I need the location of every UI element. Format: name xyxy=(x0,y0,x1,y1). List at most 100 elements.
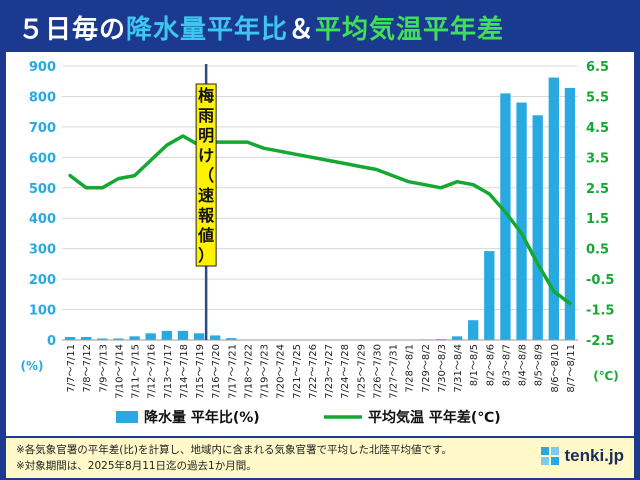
x-tick-label: 7/22～7/26 xyxy=(308,344,319,399)
rainy-season-end-label-char: 報 xyxy=(198,206,215,225)
line-point xyxy=(311,156,313,159)
line-point xyxy=(424,183,426,186)
line-point xyxy=(440,186,442,189)
line-point xyxy=(472,183,474,186)
legend-bar-swatch xyxy=(116,411,138,423)
y-left-tick-label: 600 xyxy=(29,151,56,166)
brand-name: tenki.jp xyxy=(564,446,624,465)
footnote-2: ※対象期間は、2025年8月11日迄の過去1か月間。 xyxy=(16,460,257,472)
x-tick-label: 8/6～8/10 xyxy=(550,344,561,393)
bar xyxy=(484,251,495,340)
y-left-tick-label: 400 xyxy=(29,212,56,227)
x-tick-label: 7/20～7/24 xyxy=(276,344,287,399)
bar xyxy=(177,330,189,340)
line-point xyxy=(569,302,571,305)
line-point xyxy=(327,159,329,162)
x-tick-label: 7/12～7/16 xyxy=(147,344,158,399)
rainy-season-end-label-char: 明 xyxy=(198,126,214,145)
line-point xyxy=(149,159,152,162)
line-point xyxy=(391,174,394,177)
y-right-tick-label: 2.5 xyxy=(586,182,609,197)
legend-bar-label: 降水量 平年比(%) xyxy=(144,409,260,426)
y-left-tick-label: 200 xyxy=(29,273,56,288)
x-tick-label: 7/24～7/28 xyxy=(340,344,351,399)
rainy-season-end-label-char: 雨 xyxy=(198,106,214,125)
y-right-axis-label: (℃) xyxy=(593,369,619,383)
x-tick-label: 7/9～7/13 xyxy=(98,344,109,393)
line-point xyxy=(278,150,281,153)
x-tick-label: 7/29～8/2 xyxy=(421,344,432,393)
x-tick-label: 8/4～8/8 xyxy=(518,344,529,386)
bar xyxy=(210,335,221,340)
tenki-logo-icon xyxy=(541,447,560,465)
line-point xyxy=(553,290,555,293)
bar xyxy=(564,87,576,340)
y-right-tick-label: 3.5 xyxy=(586,151,609,166)
line-point xyxy=(230,141,233,143)
chart-panel: 0 100 200 300 400 500 600 700 800 900 -2.5 -1.5 -0.5… xyxy=(6,52,634,436)
bar xyxy=(129,336,140,340)
x-tick-label: 7/7～7/11 xyxy=(66,344,77,393)
x-tick-label: 7/30～8/3 xyxy=(437,344,448,393)
title-part-3: ＆ xyxy=(288,15,316,45)
line-point xyxy=(133,174,136,177)
bar xyxy=(161,330,172,340)
x-tick-label: 7/23～7/27 xyxy=(324,344,335,399)
rainy-season-end-label-char: け xyxy=(198,146,214,165)
chart-title: ５日毎の降水量平年比＆平均気温平年差 xyxy=(18,9,504,46)
bar xyxy=(500,93,511,341)
bar xyxy=(145,333,156,340)
line-point xyxy=(359,165,362,168)
y-left-tick-label: 500 xyxy=(29,182,56,197)
line-point xyxy=(117,177,120,180)
bar xyxy=(64,336,76,340)
bar xyxy=(548,77,559,340)
x-tick-label: 7/15～7/19 xyxy=(195,344,206,399)
y-left-tick-label: 0 xyxy=(47,334,56,349)
footnote-1: ※各気象官署の平年差(比)を計算し、地域内に含まれる気象官署で平均した北陸平均値… xyxy=(16,444,452,456)
x-tick-label: 7/11～7/15 xyxy=(131,344,142,399)
x-tick-label: 7/16～7/20 xyxy=(211,344,222,399)
line-point xyxy=(101,186,104,189)
rainy-season-end-label-char: 速 xyxy=(198,186,214,205)
bar xyxy=(193,333,205,340)
bar xyxy=(468,320,479,340)
line-point xyxy=(375,168,378,171)
brand-logo: tenki.jp xyxy=(540,446,624,466)
rainy-season-end-label-char: ） xyxy=(198,246,214,265)
y-left-tick-label: 800 xyxy=(29,90,56,105)
x-tick-label: 7/21～7/25 xyxy=(292,344,303,399)
x-tick-label: 7/31～8/4 xyxy=(453,344,464,393)
title-part-1: ５日毎の xyxy=(18,15,127,45)
line-point xyxy=(520,232,523,235)
line-point xyxy=(536,263,539,265)
y-left-tick-label: 900 xyxy=(29,60,56,75)
x-tick-label: 7/14～7/18 xyxy=(179,344,190,399)
x-tick-label: 7/27～7/31 xyxy=(389,344,400,399)
x-tick-label: 8/3～8/7 xyxy=(501,344,512,386)
line-point xyxy=(504,211,507,213)
x-tick-label: 7/18～7/22 xyxy=(243,344,254,399)
x-tick-label: 7/26～7/30 xyxy=(372,344,383,399)
y-right-tick-label: 5.5 xyxy=(586,90,609,105)
line-point xyxy=(69,174,71,177)
x-tick-label: 7/25～7/29 xyxy=(356,344,367,399)
line-point xyxy=(166,144,168,146)
line-point xyxy=(85,186,87,189)
bar xyxy=(97,338,108,340)
bar xyxy=(81,336,92,340)
line-point xyxy=(407,180,410,183)
y-right-tick-label: 0.5 xyxy=(586,243,609,258)
y-left-tick-label: 300 xyxy=(29,243,56,258)
line-point xyxy=(295,153,297,156)
rainy-season-end-label-char: 値 xyxy=(197,226,214,245)
bar xyxy=(532,115,543,340)
bar xyxy=(113,338,124,340)
y-right-tick-label: -0.5 xyxy=(586,273,614,288)
title-part-4: 平均気温平年差 xyxy=(315,15,505,45)
line-point xyxy=(262,147,265,149)
x-tick-label: 8/2～8/6 xyxy=(485,344,496,386)
x-tick-label: 7/10～7/14 xyxy=(114,344,125,399)
rainy-season-end-label-box xyxy=(195,83,217,267)
bar xyxy=(451,336,463,340)
